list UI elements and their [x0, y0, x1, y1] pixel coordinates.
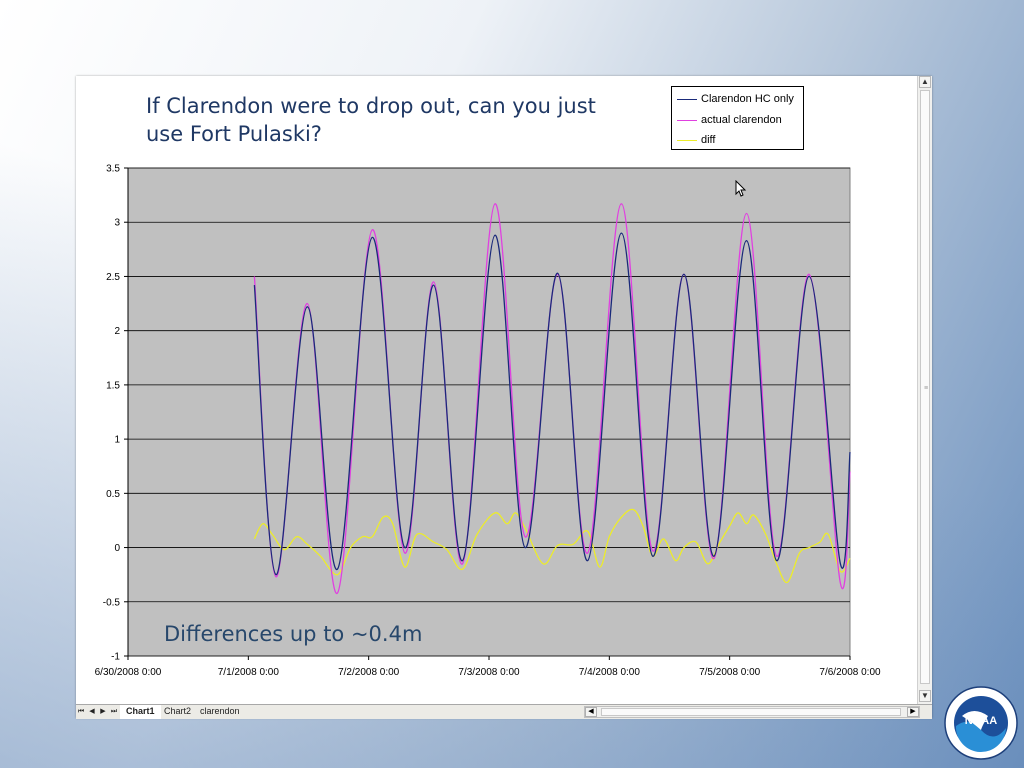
- annotation-text: Differences up to ~0.4m: [164, 622, 423, 646]
- x-tick-label: 7/4/2008 0:00: [579, 667, 641, 678]
- prev-sheet-icon[interactable]: ◀: [89, 708, 95, 715]
- tab-chart1[interactable]: Chart1: [120, 705, 161, 719]
- horizontal-scrollbar[interactable]: ◀ ▶: [584, 706, 920, 718]
- chart-svg: 3.5 3 2.5 2 1.5 1 0.5 0 -0.5 -1 6/30/2008 0:00 7/1/…: [95, 164, 881, 679]
- horizontal-scroll-thumb[interactable]: [601, 708, 901, 716]
- tab-chart2[interactable]: Chart2: [164, 706, 192, 716]
- scroll-up-button[interactable]: ▲: [919, 76, 931, 88]
- legend-label: diff: [701, 134, 716, 146]
- y-tick-label: 1: [114, 435, 120, 446]
- y-tick-label: 3: [114, 218, 120, 229]
- y-tick-label: 0: [114, 543, 120, 554]
- x-tick-label: 7/2/2008 0:00: [338, 667, 400, 678]
- last-sheet-icon[interactable]: ⏭: [110, 708, 118, 715]
- next-sheet-icon[interactable]: ▶: [100, 708, 106, 715]
- first-sheet-icon[interactable]: ⏮: [77, 708, 85, 715]
- legend-label: actual clarendon: [701, 114, 782, 126]
- scroll-right-button[interactable]: ▶: [907, 707, 919, 717]
- tab-clarendon[interactable]: clarendon: [200, 706, 240, 716]
- x-tick-label: 7/1/2008 0:00: [218, 667, 280, 678]
- logo-text: NOAA: [965, 715, 997, 727]
- scroll-down-button[interactable]: ▼: [919, 690, 931, 702]
- x-tick-label: 7/5/2008 0:00: [699, 667, 761, 678]
- sheet-tab-bar: ⏮ ◀ ▶ ⏭ Chart1 Chart2 clarendon ◀ ▶: [76, 704, 932, 719]
- series-diff-line: [253, 508, 851, 583]
- legend-swatch-actual: [677, 119, 697, 121]
- vertical-scroll-thumb[interactable]: ≡: [920, 90, 930, 684]
- x-tick-label: 7/6/2008 0:00: [819, 667, 881, 678]
- y-tick-label: -0.5: [103, 597, 121, 608]
- chart-title: If Clarendon were to drop out, can you j…: [146, 94, 596, 146]
- scroll-left-button[interactable]: ◀: [585, 707, 597, 717]
- noaa-logo: NOAA: [944, 686, 1018, 760]
- legend-item-diff: diff: [677, 133, 715, 147]
- x-tick-label: 7/3/2008 0:00: [458, 667, 520, 678]
- legend-swatch-hc: [677, 98, 697, 100]
- legend: Clarendon HC only actual clarendon diff: [671, 86, 804, 150]
- vertical-scrollbar[interactable]: ▲ ≡ ▼: [917, 76, 932, 718]
- y-tick-label: -1: [111, 652, 120, 663]
- excel-chart-window: 3.5 3 2.5 2 1.5 1 0.5 0 -0.5 -1 6/30/2008 0:00 7/1/…: [76, 76, 932, 719]
- legend-label: Clarendon HC only: [701, 93, 794, 105]
- grip-icon: ≡: [923, 385, 929, 392]
- legend-swatch-diff: [677, 139, 697, 141]
- y-tick-label: 0.5: [106, 489, 120, 500]
- y-tick-label: 3.5: [106, 164, 120, 175]
- y-tick-label: 1.5: [106, 380, 120, 391]
- y-tick-label: 2: [114, 326, 120, 337]
- series-clarendon-hc-line: [253, 232, 851, 576]
- mouse-cursor-icon: [735, 180, 747, 197]
- x-tick-label: 6/30/2008 0:00: [95, 667, 162, 678]
- chart-area: 3.5 3 2.5 2 1.5 1 0.5 0 -0.5 -1 6/30/2008 0:00 7/1/…: [76, 76, 918, 698]
- legend-item-actual: actual clarendon: [677, 113, 782, 127]
- legend-item-hc: Clarendon HC only: [677, 92, 794, 106]
- y-tick-label: 2.5: [106, 272, 120, 283]
